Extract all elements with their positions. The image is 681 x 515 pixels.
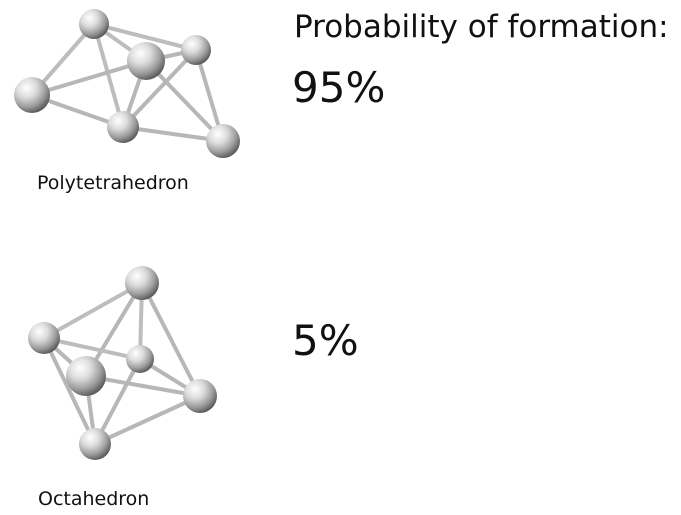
bond — [121, 48, 198, 129]
polytetrahedron-probability: 95% — [292, 63, 386, 112]
atom-sphere — [181, 35, 211, 65]
bond — [30, 59, 148, 97]
probability-heading: Probability of formation: — [294, 9, 669, 45]
atom-sphere — [79, 428, 111, 460]
octahedron-label: Octahedron — [38, 488, 150, 510]
atom-sphere — [125, 266, 159, 300]
atom-sphere — [79, 9, 109, 39]
bond — [93, 357, 142, 446]
bond — [92, 22, 198, 52]
polytetrahedron-label: Polytetrahedron — [37, 172, 189, 194]
bond — [92, 22, 125, 129]
atom-sphere — [206, 124, 240, 158]
atom-sphere — [183, 379, 217, 413]
polytetrahedron-atoms — [14, 9, 240, 158]
bond — [42, 336, 142, 361]
atom-sphere — [126, 345, 154, 373]
bond — [42, 281, 144, 340]
polytetrahedron-model — [14, 9, 240, 158]
atom-sphere — [66, 356, 106, 396]
octahedron-bonds — [42, 281, 202, 446]
bond — [93, 394, 202, 446]
atom-sphere — [14, 77, 50, 113]
atom-sphere — [28, 322, 60, 354]
octahedron-atoms — [28, 266, 217, 460]
bond — [140, 281, 202, 398]
octahedron-model — [28, 266, 217, 460]
atom-sphere — [127, 42, 165, 80]
octahedron-probability: 5% — [292, 316, 359, 365]
atom-sphere — [107, 111, 139, 143]
bond — [42, 336, 97, 446]
